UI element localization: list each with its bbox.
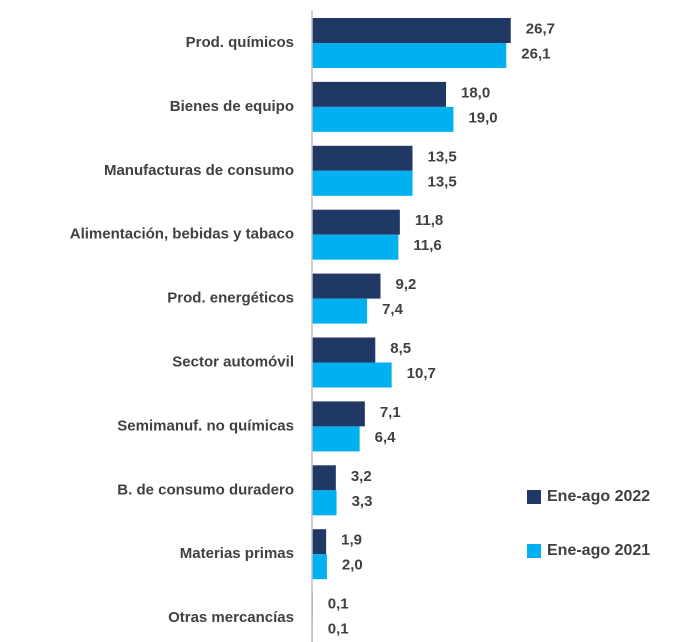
value-label: 1,9 xyxy=(341,532,362,549)
value-label: 3,3 xyxy=(352,493,373,510)
category-label: Semimanuf. no químicas xyxy=(117,417,294,434)
value-label: 6,4 xyxy=(375,429,397,446)
value-label: 13,5 xyxy=(428,148,457,165)
bar xyxy=(312,81,446,107)
value-label: 11,6 xyxy=(413,237,441,254)
bar xyxy=(312,426,360,452)
bar xyxy=(312,529,327,555)
value-label: 18,0 xyxy=(461,84,490,101)
bar xyxy=(312,337,376,363)
category-label: Alimentación, bebidas y tabaco xyxy=(70,226,294,243)
legend-label: Ene-ago 2022 xyxy=(547,488,650,505)
bar xyxy=(312,170,413,196)
category-label: Manufacturas de consumo xyxy=(104,162,294,179)
bar xyxy=(312,209,400,235)
category-label: Bienes de equipo xyxy=(170,98,294,115)
value-label: 9,2 xyxy=(395,276,416,293)
value-label: 13,5 xyxy=(428,173,457,190)
value-label: 7,4 xyxy=(382,301,404,318)
value-label: 10,7 xyxy=(407,365,436,382)
category-label: Prod. energéticos xyxy=(167,290,294,307)
value-label: 19,0 xyxy=(468,109,497,126)
value-label: 2,0 xyxy=(342,557,363,574)
bar xyxy=(312,490,337,516)
value-label: 0,1 xyxy=(328,596,349,613)
legend-swatch xyxy=(527,490,541,504)
bar xyxy=(312,298,368,324)
category-label: Otras mercancías xyxy=(168,609,294,626)
bar xyxy=(312,554,327,580)
value-label: 3,2 xyxy=(351,468,372,485)
category-label: Prod. químicos xyxy=(186,34,294,51)
legend-label: Ene-ago 2021 xyxy=(547,542,650,559)
legend-swatch xyxy=(527,544,541,558)
category-label: B. de consumo duradero xyxy=(117,481,294,498)
category-label: Materias primas xyxy=(180,545,294,562)
value-label: 0,1 xyxy=(328,621,349,638)
bar xyxy=(312,465,336,491)
bar xyxy=(312,18,511,43)
category-label: Sector automóvil xyxy=(172,353,294,370)
bar xyxy=(312,362,392,388)
value-label: 26,7 xyxy=(526,20,555,37)
bar xyxy=(312,401,365,427)
value-label: 26,1 xyxy=(521,45,550,62)
bar xyxy=(312,43,507,68)
value-label: 8,5 xyxy=(390,340,411,357)
value-label: 7,1 xyxy=(380,404,401,421)
bar xyxy=(312,106,454,132)
bar xyxy=(312,234,399,260)
bar xyxy=(312,145,413,171)
bar xyxy=(312,273,381,299)
value-label: 11,8 xyxy=(415,212,443,229)
